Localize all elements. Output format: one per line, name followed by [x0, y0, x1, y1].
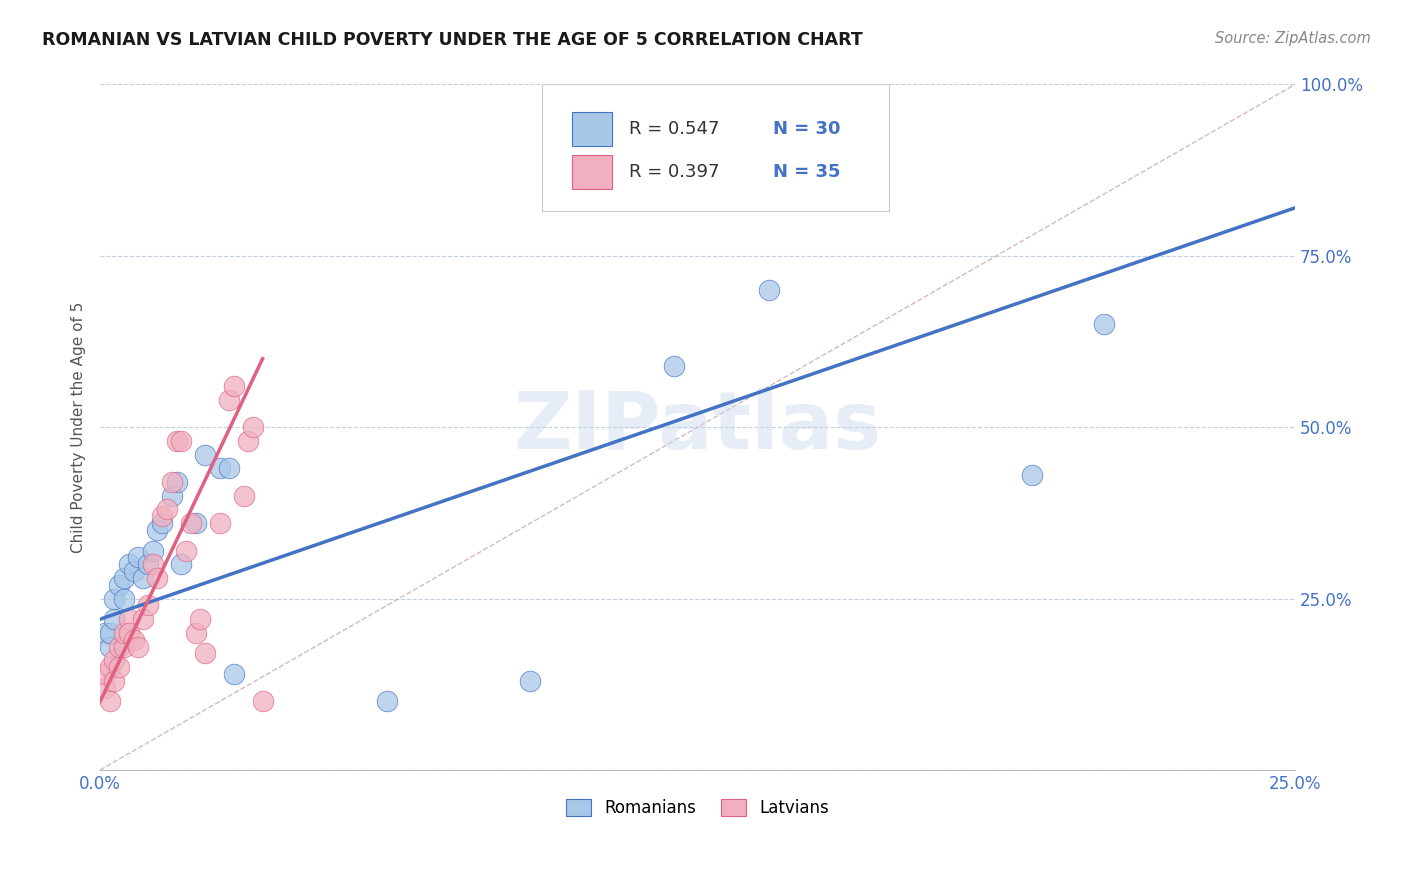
Latvians — [98, 694, 121, 708]
Romanians — [170, 558, 193, 572]
Text: R = 0.397: R = 0.397 — [630, 163, 720, 181]
Bar — [572, 112, 612, 146]
Text: R = 0.547: R = 0.547 — [630, 120, 720, 138]
Latvians — [180, 516, 202, 531]
Romanians — [108, 578, 131, 592]
Romanians — [375, 694, 398, 708]
Romanians — [194, 448, 217, 462]
Latvians — [142, 558, 165, 572]
Latvians — [127, 640, 149, 654]
Latvians — [174, 543, 197, 558]
Latvians — [98, 660, 121, 674]
Latvians — [208, 516, 231, 531]
Latvians — [160, 475, 183, 489]
Latvians — [150, 509, 173, 524]
Latvians — [238, 434, 260, 448]
Romanians — [132, 571, 155, 585]
Text: Source: ZipAtlas.com: Source: ZipAtlas.com — [1215, 31, 1371, 46]
Latvians — [112, 640, 135, 654]
Romanians — [166, 475, 188, 489]
Romanians — [112, 591, 135, 606]
Latvians — [184, 626, 207, 640]
Latvians — [232, 489, 254, 503]
Romanians — [146, 523, 169, 537]
Romanians — [150, 516, 173, 531]
Latvians — [108, 660, 131, 674]
Latvians — [103, 653, 125, 667]
Latvians — [222, 379, 245, 393]
Romanians — [122, 564, 145, 578]
Latvians — [136, 599, 159, 613]
Latvians — [118, 612, 141, 626]
Romanians — [98, 626, 121, 640]
Romanians — [184, 516, 207, 531]
Romanians — [127, 550, 149, 565]
Romanians — [222, 667, 245, 681]
Latvians — [190, 612, 212, 626]
Romanians — [98, 640, 121, 654]
Romanians — [103, 612, 125, 626]
Latvians — [252, 694, 274, 708]
Romanians — [142, 543, 165, 558]
Latvians — [242, 420, 264, 434]
Romanians — [1092, 318, 1115, 332]
Romanians — [112, 571, 135, 585]
Latvians — [103, 673, 125, 688]
Bar — [572, 155, 612, 189]
Latvians — [194, 647, 217, 661]
Romanians — [94, 626, 117, 640]
Text: N = 35: N = 35 — [773, 163, 841, 181]
Romanians — [1021, 468, 1043, 483]
Text: N = 30: N = 30 — [773, 120, 841, 138]
Romanians — [758, 283, 780, 297]
Romanians — [103, 591, 125, 606]
Latvians — [94, 681, 117, 695]
Text: ZIPatlas: ZIPatlas — [513, 388, 882, 467]
Latvians — [146, 571, 169, 585]
Romanians — [218, 461, 240, 475]
Romanians — [662, 359, 685, 373]
Latvians — [170, 434, 193, 448]
Romanians — [208, 461, 231, 475]
Romanians — [118, 558, 141, 572]
Legend: Romanians, Latvians: Romanians, Latvians — [560, 792, 837, 823]
Latvians — [166, 434, 188, 448]
Latvians — [118, 626, 141, 640]
Latvians — [218, 392, 240, 407]
Latvians — [156, 502, 179, 516]
FancyBboxPatch shape — [543, 85, 889, 211]
Latvians — [112, 626, 135, 640]
Romanians — [160, 489, 183, 503]
Latvians — [94, 667, 117, 681]
Latvians — [122, 632, 145, 647]
Romanians — [136, 558, 159, 572]
Y-axis label: Child Poverty Under the Age of 5: Child Poverty Under the Age of 5 — [72, 301, 86, 553]
Latvians — [108, 640, 131, 654]
Latvians — [132, 612, 155, 626]
Text: ROMANIAN VS LATVIAN CHILD POVERTY UNDER THE AGE OF 5 CORRELATION CHART: ROMANIAN VS LATVIAN CHILD POVERTY UNDER … — [42, 31, 863, 49]
Romanians — [519, 673, 541, 688]
